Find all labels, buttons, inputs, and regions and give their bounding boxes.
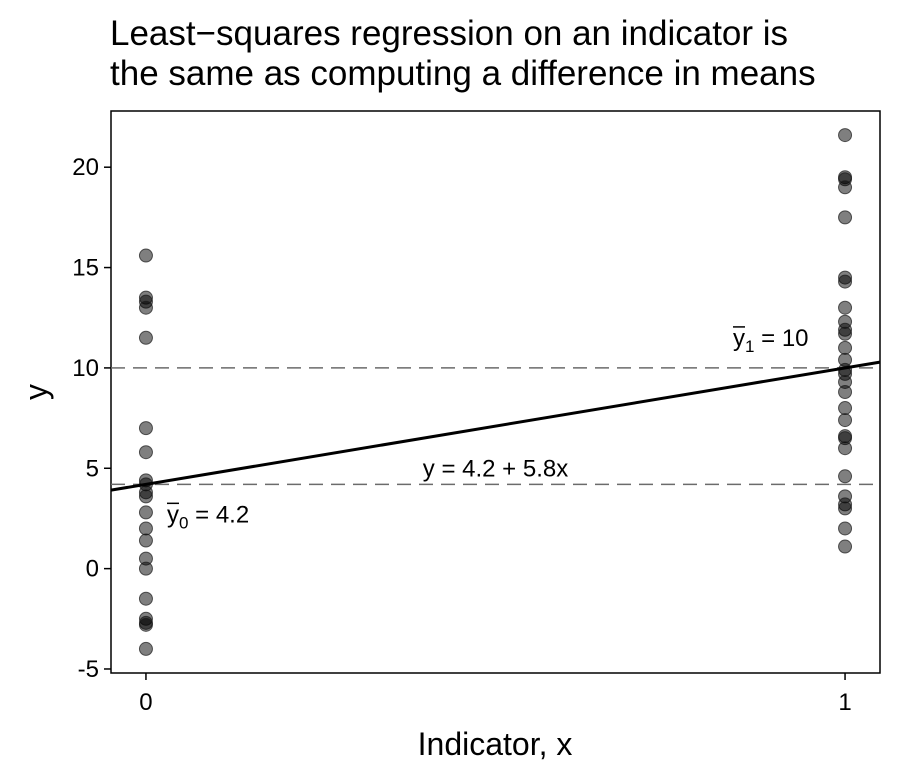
data-point — [138, 248, 153, 263]
data-point — [138, 489, 153, 504]
x-axis-title: Indicator, x — [418, 726, 573, 762]
data-point — [138, 300, 153, 315]
data-point — [138, 421, 153, 436]
data-point — [138, 533, 153, 548]
data-point — [838, 210, 853, 225]
data-point — [138, 617, 153, 632]
data-point — [838, 501, 853, 516]
data-point — [138, 505, 153, 520]
data-point — [138, 521, 153, 536]
mean-label-text: y0 = 4.2 — [167, 501, 249, 532]
data-point — [138, 591, 153, 606]
fit-line-group — [110, 360, 881, 492]
data-point — [138, 641, 153, 656]
data-point — [838, 274, 853, 289]
y-tick-label: 5 — [86, 455, 99, 482]
data-point — [138, 330, 153, 345]
y-tick-label: 15 — [72, 255, 99, 282]
data-point — [838, 401, 853, 416]
data-point — [138, 445, 153, 460]
data-point — [838, 441, 853, 456]
regression-line — [110, 360, 881, 492]
mean-subscript: 0 — [179, 513, 188, 532]
x-tick-label: 0 — [139, 689, 152, 716]
data-point — [838, 300, 853, 315]
data-point — [838, 180, 853, 195]
chart-title-line-1: Least−squares regression on an indicator… — [110, 14, 788, 53]
data-point — [838, 340, 853, 355]
x-tick-label: 1 — [838, 689, 851, 716]
mean-label-text: y1 = 10 — [733, 325, 809, 356]
y-tick-label: 0 — [86, 556, 99, 583]
y-tick-label: 20 — [72, 154, 99, 181]
chart-title-line-2: the same as computing a difference in me… — [110, 54, 816, 93]
mean-label-1: y0 = 4.2 — [167, 501, 249, 532]
data-point — [838, 539, 853, 554]
mean-label-0: y1 = 10 — [733, 325, 809, 356]
reference-lines — [111, 367, 880, 486]
mean-symbol: y — [733, 325, 745, 352]
data-point — [838, 413, 853, 428]
mean-value: = 10 — [754, 325, 808, 352]
data-points — [138, 128, 853, 656]
data-point — [838, 128, 853, 143]
data-point — [838, 521, 853, 536]
y-tick-label: -5 — [78, 656, 99, 683]
fit-equation-label: y = 4.2 + 5.8x — [423, 455, 568, 482]
data-point — [838, 326, 853, 341]
data-point — [138, 561, 153, 576]
mean-subscript: 1 — [745, 337, 754, 356]
mean-value: = 4.2 — [188, 501, 249, 528]
y-axis: -5 0 5 10 15 20 — [72, 154, 111, 683]
mean-symbol: y — [167, 501, 179, 528]
data-point — [838, 385, 853, 399]
y-tick-label: 10 — [72, 355, 99, 382]
data-point — [838, 469, 853, 484]
plot-panel — [110, 110, 881, 674]
y-axis-title: y — [18, 384, 54, 400]
